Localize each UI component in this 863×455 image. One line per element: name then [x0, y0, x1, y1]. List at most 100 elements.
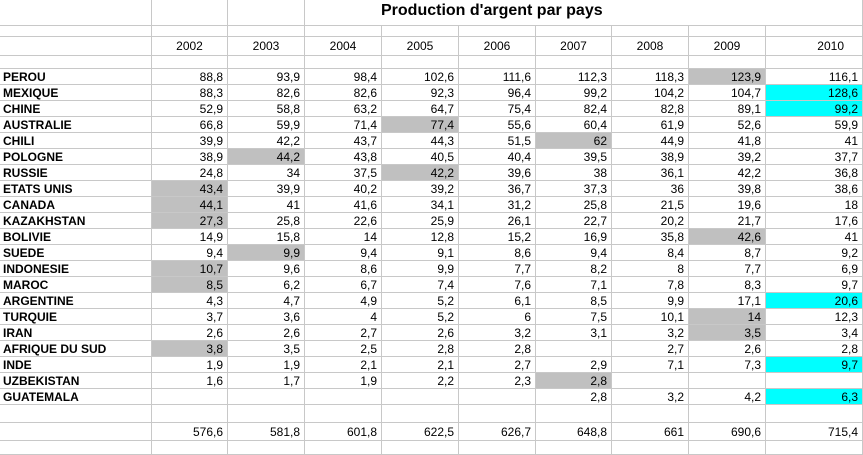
empty-cell[interactable]: [689, 441, 766, 455]
value-cell[interactable]: 2,9: [536, 357, 612, 373]
value-cell[interactable]: 8,5: [152, 277, 228, 293]
value-cell[interactable]: 41,8: [689, 133, 766, 149]
empty-cell[interactable]: [382, 441, 459, 455]
value-cell[interactable]: 104,7: [689, 85, 766, 101]
value-cell[interactable]: 116,1: [766, 69, 863, 85]
empty-cell[interactable]: [766, 56, 863, 69]
empty-cell[interactable]: [459, 26, 536, 37]
value-cell[interactable]: 4,7: [228, 293, 305, 309]
value-cell[interactable]: 43,7: [305, 133, 382, 149]
value-cell[interactable]: 2,6: [689, 341, 766, 357]
value-cell[interactable]: 4,2: [689, 389, 766, 405]
value-cell[interactable]: 52,9: [152, 101, 228, 117]
empty-cell[interactable]: [152, 26, 228, 37]
value-cell[interactable]: 35,8: [612, 229, 689, 245]
value-cell[interactable]: 25,8: [228, 213, 305, 229]
value-cell[interactable]: 36: [612, 181, 689, 197]
value-cell[interactable]: 6,9: [766, 261, 863, 277]
value-cell[interactable]: [228, 389, 305, 405]
value-cell[interactable]: 39,2: [382, 181, 459, 197]
value-cell[interactable]: 25,9: [382, 213, 459, 229]
value-cell[interactable]: 3,8: [152, 341, 228, 357]
value-cell[interactable]: 16,9: [536, 229, 612, 245]
value-cell[interactable]: 2,6: [152, 325, 228, 341]
value-cell[interactable]: 7,7: [459, 261, 536, 277]
value-cell[interactable]: 20,2: [612, 213, 689, 229]
value-cell[interactable]: 9,6: [228, 261, 305, 277]
value-cell[interactable]: 44,9: [612, 133, 689, 149]
value-cell[interactable]: 10,7: [152, 261, 228, 277]
value-cell[interactable]: 112,3: [536, 69, 612, 85]
value-cell[interactable]: 7,4: [382, 277, 459, 293]
value-cell[interactable]: 36,7: [459, 181, 536, 197]
value-cell[interactable]: 63,2: [305, 101, 382, 117]
value-cell[interactable]: 37,3: [536, 181, 612, 197]
value-cell[interactable]: 5,2: [382, 293, 459, 309]
value-cell[interactable]: 4,9: [305, 293, 382, 309]
value-cell[interactable]: 88,3: [152, 85, 228, 101]
value-cell[interactable]: 58,8: [228, 101, 305, 117]
value-cell[interactable]: 123,9: [689, 69, 766, 85]
value-cell[interactable]: 3,2: [459, 325, 536, 341]
value-cell[interactable]: 9,9: [228, 245, 305, 261]
value-cell[interactable]: 7,1: [536, 277, 612, 293]
value-cell[interactable]: 42,2: [382, 165, 459, 181]
empty-cell[interactable]: [228, 0, 305, 26]
value-cell[interactable]: 92,3: [382, 85, 459, 101]
empty-cell[interactable]: [536, 405, 612, 423]
value-cell[interactable]: 1,9: [228, 357, 305, 373]
value-cell[interactable]: 6,3: [766, 389, 863, 405]
value-cell[interactable]: 39,5: [536, 149, 612, 165]
value-cell[interactable]: 39,2: [689, 149, 766, 165]
value-cell[interactable]: 9,4: [152, 245, 228, 261]
value-cell[interactable]: 2,8: [766, 341, 863, 357]
value-cell[interactable]: 93,9: [228, 69, 305, 85]
value-cell[interactable]: 59,9: [228, 117, 305, 133]
value-cell[interactable]: 82,6: [305, 85, 382, 101]
value-cell[interactable]: 52,6: [689, 117, 766, 133]
empty-cell[interactable]: [0, 26, 152, 37]
value-cell[interactable]: 62: [536, 133, 612, 149]
value-cell[interactable]: [766, 373, 863, 389]
empty-cell[interactable]: [0, 423, 152, 441]
value-cell[interactable]: 38,9: [612, 149, 689, 165]
value-cell[interactable]: 75,4: [459, 101, 536, 117]
value-cell[interactable]: 9,9: [382, 261, 459, 277]
value-cell[interactable]: 60,4: [536, 117, 612, 133]
value-cell[interactable]: [689, 373, 766, 389]
empty-cell[interactable]: [382, 26, 459, 37]
value-cell[interactable]: 9,2: [766, 245, 863, 261]
empty-cell[interactable]: [0, 0, 152, 26]
total-cell[interactable]: 715,4: [766, 423, 863, 441]
empty-cell[interactable]: [382, 405, 459, 423]
value-cell[interactable]: 41,6: [305, 197, 382, 213]
value-cell[interactable]: 7,8: [612, 277, 689, 293]
empty-cell[interactable]: [689, 56, 766, 69]
value-cell[interactable]: 9,7: [766, 277, 863, 293]
empty-cell[interactable]: [766, 441, 863, 455]
value-cell[interactable]: 9,1: [382, 245, 459, 261]
total-cell[interactable]: 626,7: [459, 423, 536, 441]
value-cell[interactable]: 9,7: [766, 357, 863, 373]
value-cell[interactable]: 19,6: [689, 197, 766, 213]
empty-cell[interactable]: [0, 37, 152, 56]
value-cell[interactable]: 14: [305, 229, 382, 245]
total-cell[interactable]: 648,8: [536, 423, 612, 441]
value-cell[interactable]: 21,5: [612, 197, 689, 213]
total-cell[interactable]: 576,6: [152, 423, 228, 441]
value-cell[interactable]: 24,8: [152, 165, 228, 181]
value-cell[interactable]: 8,6: [305, 261, 382, 277]
value-cell[interactable]: 14,9: [152, 229, 228, 245]
value-cell[interactable]: 17,1: [689, 293, 766, 309]
value-cell[interactable]: 2,8: [536, 389, 612, 405]
value-cell[interactable]: 3,1: [536, 325, 612, 341]
value-cell[interactable]: 98,4: [305, 69, 382, 85]
value-cell[interactable]: 36,1: [612, 165, 689, 181]
value-cell[interactable]: 39,9: [228, 181, 305, 197]
value-cell[interactable]: [382, 389, 459, 405]
total-cell[interactable]: 661: [612, 423, 689, 441]
value-cell[interactable]: 44,1: [152, 197, 228, 213]
value-cell[interactable]: 38,9: [152, 149, 228, 165]
value-cell[interactable]: 64,7: [382, 101, 459, 117]
value-cell[interactable]: 6: [459, 309, 536, 325]
